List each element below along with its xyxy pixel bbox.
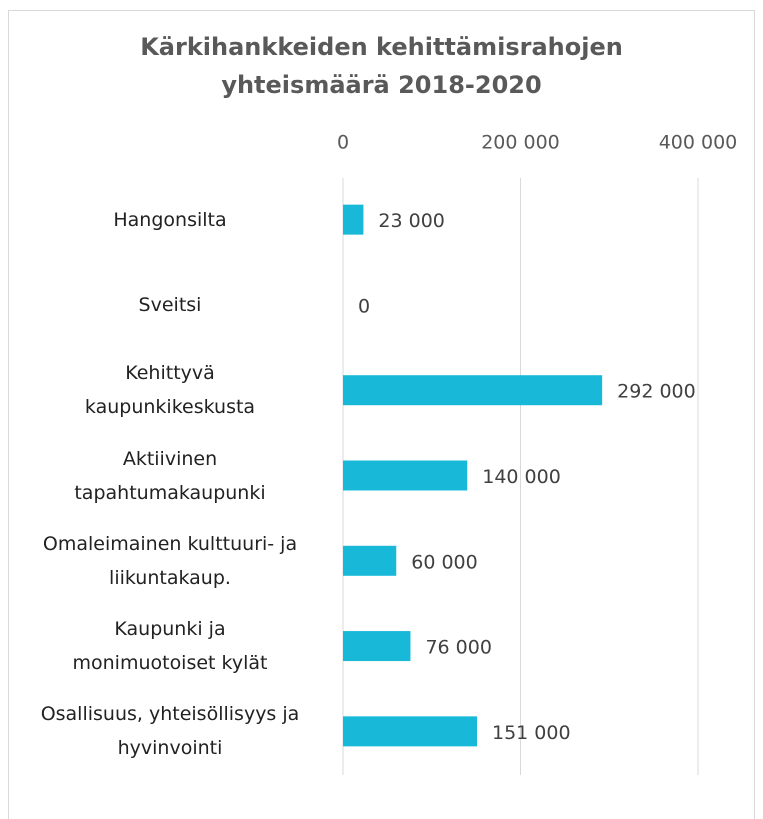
bar	[343, 204, 364, 235]
bar	[343, 375, 603, 406]
category-box: Kaupunki ja monimuotoiset kylät	[72, 618, 268, 675]
category-box: Aktiivinen tapahtumakaupunki	[74, 447, 266, 504]
data-label: 151 000	[492, 722, 571, 744]
category-box: Kehittyvä kaupunkikeskusta	[84, 362, 256, 419]
data-label: 292 000	[617, 381, 696, 403]
y-tick-label: Hangonsilta	[113, 208, 227, 231]
x-tick-label: 0	[337, 132, 349, 154]
bar	[343, 545, 397, 576]
category-box: Hangonsilta	[113, 208, 227, 231]
x-tick-label: 400 000	[659, 132, 738, 154]
x-tick-label: 200 000	[481, 132, 560, 154]
y-tick-label: Aktiivinen tapahtumakaupunki	[74, 447, 266, 504]
bar	[343, 460, 468, 491]
y-tick-label: Sveitsi	[138, 293, 202, 316]
chart-frame	[8, 10, 755, 819]
data-label: 140 000	[482, 466, 561, 488]
data-label: 0	[358, 295, 370, 317]
bar	[343, 716, 478, 747]
category-box: Omaleimainen kulttuuri- ja liikuntakaup.	[42, 532, 298, 589]
bar	[343, 631, 411, 662]
title-box: Kärkihankkeiden kehittämisrahojen yhteis…	[140, 33, 623, 99]
data-label: 76 000	[425, 637, 491, 659]
category-box: Osallisuus, yhteisöllisyys ja hyvinvoint…	[40, 703, 300, 760]
data-label: 60 000	[411, 551, 477, 573]
data-label: 23 000	[378, 210, 444, 232]
chart-title: Kärkihankkeiden kehittämisrahojen yhteis…	[140, 33, 623, 99]
category-box: Sveitsi	[138, 293, 202, 316]
y-tick-label: Omaleimainen kulttuuri- ja liikuntakaup.	[42, 532, 298, 589]
y-tick-label: Kaupunki ja monimuotoiset kylät	[72, 618, 268, 675]
y-tick-label: Osallisuus, yhteisöllisyys ja hyvinvoint…	[40, 703, 300, 760]
y-tick-label: Kehittyvä kaupunkikeskusta	[84, 362, 256, 419]
